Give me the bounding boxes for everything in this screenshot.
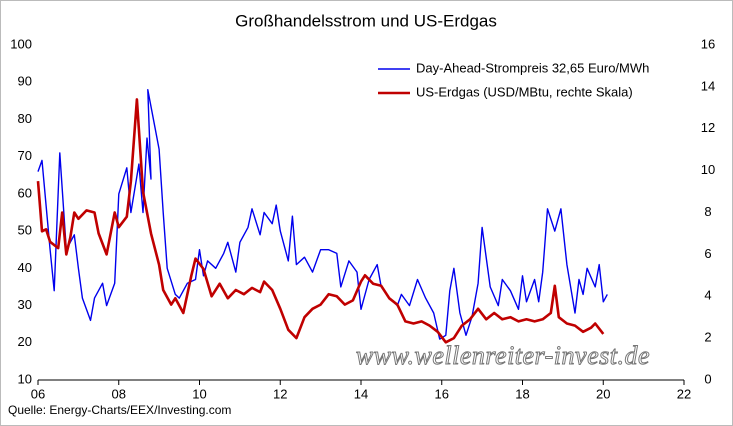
y-tick-label: 80 <box>18 111 32 126</box>
x-tick-label: 14 <box>354 386 368 401</box>
y2-tick-label: 0 <box>704 371 711 386</box>
x-tick-label: 10 <box>192 386 206 401</box>
y2-tick-label: 2 <box>704 330 711 345</box>
y-tick-label: 60 <box>18 185 32 200</box>
y-tick-label: 20 <box>18 334 32 349</box>
x-tick-label: 16 <box>435 386 449 401</box>
y-tick-label: 30 <box>18 297 32 312</box>
y-tick-label: 100 <box>10 36 32 51</box>
y2-tick-label: 4 <box>704 288 711 303</box>
x-tick-label: 08 <box>112 386 126 401</box>
y2-tick-label: 6 <box>704 246 711 261</box>
series-line <box>37 89 608 340</box>
y2-tick-label: 10 <box>701 162 715 177</box>
watermark: www.wellenreiter-invest.de <box>356 341 650 370</box>
source: Quelle: Energy-Charts/EEX/Investing.com <box>8 403 231 417</box>
y-tick-label: 10 <box>18 371 32 386</box>
legend-label: Day-Ahead-Strompreis 32,65 Euro/MWh <box>416 60 649 75</box>
y2-tick-label: 14 <box>701 78 715 93</box>
y-tick-label: 70 <box>18 148 32 163</box>
x-tick-label: 22 <box>677 386 691 401</box>
y-tick-label: 40 <box>18 260 32 275</box>
y-tick-label: 90 <box>18 74 32 89</box>
y-tick-label: 50 <box>18 223 32 238</box>
chart-title: Großhandelsstrom und US-Erdgas <box>235 11 497 30</box>
y2-tick-label: 16 <box>701 36 715 51</box>
y2-tick-label: 8 <box>704 204 711 219</box>
x-tick-label: 20 <box>596 386 610 401</box>
x-tick-label: 12 <box>273 386 287 401</box>
y2-tick-label: 12 <box>701 120 715 135</box>
legend-label: US-Erdgas (USD/MBtu, rechte Skala) <box>416 84 633 99</box>
x-tick-label: 06 <box>31 386 45 401</box>
series-line <box>36 98 605 344</box>
x-tick-label: 18 <box>515 386 529 401</box>
